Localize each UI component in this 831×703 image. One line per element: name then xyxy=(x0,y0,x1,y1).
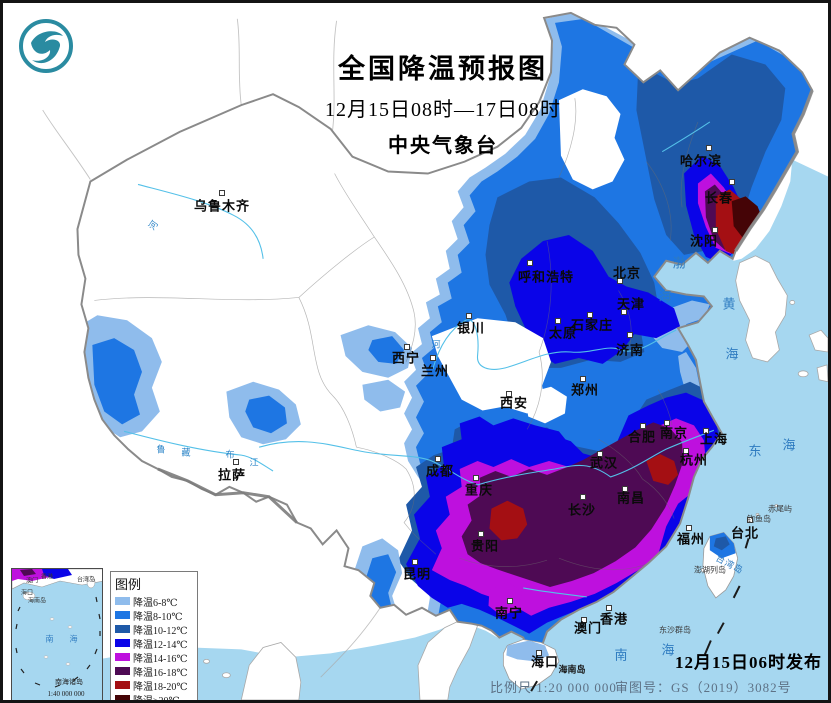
legend-item: 降温14-16℃ xyxy=(115,650,193,665)
legend-item: 降温10-12℃ xyxy=(115,622,193,637)
legend-item: 降温6-8℃ xyxy=(115,594,193,609)
legend-swatch xyxy=(115,639,130,647)
south-china-sea-inset: 澳门 香港 台湾岛 海口 海南岛南海南海诸岛 1:40 000 000 xyxy=(11,568,103,700)
legend-swatch xyxy=(115,611,130,619)
legend-item: 降温12-14℃ xyxy=(115,636,193,651)
inset-map xyxy=(12,569,102,688)
scale-text: 比例尺 1:20 000 000 xyxy=(490,680,617,695)
city-dot xyxy=(621,309,627,315)
city-dot xyxy=(617,278,623,284)
china-map xyxy=(3,3,828,700)
legend-item: 降温8-10℃ xyxy=(115,608,193,623)
city-dot xyxy=(466,313,472,319)
legend-label: 降温8-10℃ xyxy=(133,611,183,623)
city-dot xyxy=(712,227,718,233)
city-dot xyxy=(706,145,712,151)
china-border xyxy=(76,11,814,657)
legend-label: 降温≥20℃ xyxy=(133,695,180,703)
boundary-dashes xyxy=(530,538,750,692)
cma-logo-icon xyxy=(19,19,73,73)
islands xyxy=(502,531,739,690)
legend-item: 降温≥20℃ xyxy=(115,692,193,703)
agency-name: 中央气象台 xyxy=(388,135,498,157)
legend-title: 图例 xyxy=(115,577,142,592)
legend: 图例 降温6-8℃ 降温8-10℃ 降温10-12℃ 降温12-14℃ 降温14-16℃… xyxy=(110,571,198,703)
city-dot xyxy=(606,605,612,611)
page-title: 全国降温预报图 xyxy=(338,54,548,84)
city-dot xyxy=(536,650,542,656)
city-dot xyxy=(580,494,586,500)
ne-border-thick xyxy=(734,89,814,252)
city-dot xyxy=(233,459,239,465)
city-dot xyxy=(640,423,646,429)
foreign-borders xyxy=(42,18,459,698)
city-dot xyxy=(683,448,689,454)
city-dot xyxy=(664,420,670,426)
city-dot xyxy=(581,617,587,623)
legend-swatch xyxy=(115,653,130,661)
forecast-period: 12月15日08时—17日08时 xyxy=(325,99,561,121)
legend-swatch xyxy=(115,667,130,675)
city-dot xyxy=(473,475,479,481)
legend-swatch xyxy=(115,681,130,689)
city-dot xyxy=(430,355,436,361)
legend-item: 降温18-20℃ xyxy=(115,678,193,693)
sea xyxy=(97,159,828,700)
city-dot xyxy=(555,318,561,324)
city-dot xyxy=(527,260,533,266)
legend-label: 降温6-8℃ xyxy=(133,597,178,609)
legend-label: 降温14-16℃ xyxy=(133,653,188,665)
city-dot xyxy=(622,486,628,492)
city-dot xyxy=(686,525,692,531)
release-note: 12月15日06时发布 xyxy=(675,653,822,672)
sw-border-thick xyxy=(157,467,298,524)
approval-text: 审图号：GS（2019）3082号 xyxy=(615,680,792,695)
city-dot xyxy=(506,391,512,397)
legend-item: 降温16-18℃ xyxy=(115,664,193,679)
city-dot xyxy=(587,312,593,318)
rivers xyxy=(123,121,715,598)
legend-items: 降温6-8℃ 降温8-10℃ 降温10-12℃ 降温12-14℃ 降温14-16℃ 降温1… xyxy=(115,594,193,703)
legend-label: 降温18-20℃ xyxy=(133,681,188,693)
city-dot xyxy=(627,332,633,338)
legend-swatch xyxy=(115,597,130,605)
legend-label: 降温16-18℃ xyxy=(133,667,188,679)
city-dot xyxy=(478,531,484,537)
city-dot xyxy=(597,451,603,457)
city-dot xyxy=(404,344,410,350)
city-dot xyxy=(747,517,753,523)
city-dot xyxy=(580,376,586,382)
legend-label: 降温12-14℃ xyxy=(133,639,188,651)
city-dot xyxy=(435,456,441,462)
title-block: 全国降温预报图 12月15日08时—17日08时 中央气象台 xyxy=(248,47,638,158)
city-dot xyxy=(219,190,225,196)
legend-swatch xyxy=(115,625,130,633)
city-dot xyxy=(729,179,735,185)
city-dot xyxy=(412,559,418,565)
legend-label: 降温10-12℃ xyxy=(133,625,188,637)
city-dot xyxy=(507,598,513,604)
legend-swatch xyxy=(115,695,130,700)
city-dot xyxy=(703,428,709,434)
neighbor-land xyxy=(116,255,828,700)
